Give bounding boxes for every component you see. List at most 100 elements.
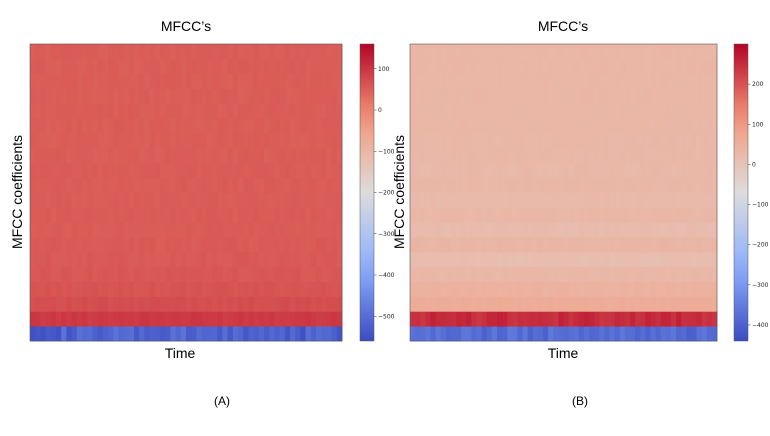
heatmap-cell — [154, 103, 161, 119]
heatmap-cell — [670, 58, 677, 75]
heatmap-cell — [274, 177, 280, 193]
heatmap-cell — [295, 133, 301, 149]
heatmap-cell — [97, 237, 104, 253]
heatmap-cell — [191, 44, 197, 60]
heatmap-cell — [527, 162, 534, 179]
heatmap-cell — [563, 207, 570, 223]
heatmap-cell — [160, 73, 166, 89]
heatmap-cell — [553, 251, 559, 268]
heatmap-row — [410, 266, 718, 282]
heatmap-cell — [144, 311, 150, 327]
heatmap-cell — [113, 133, 119, 149]
heatmap-cell — [635, 162, 641, 179]
heatmap-cell — [326, 192, 332, 208]
heatmap-cell — [165, 326, 171, 342]
heatmap-cell — [517, 133, 523, 149]
heatmap-cell — [589, 222, 595, 238]
heatmap-cell — [624, 237, 631, 253]
heatmap-cell — [238, 192, 244, 208]
heatmap-cell — [50, 133, 57, 149]
heatmap-cell — [82, 73, 88, 89]
heatmap-cell — [517, 326, 523, 342]
heatmap-cell — [180, 311, 187, 327]
heatmap-cell — [583, 237, 590, 253]
heatmap-cell — [604, 326, 610, 342]
heatmap-cell — [206, 58, 213, 75]
heatmap-row — [410, 222, 718, 238]
heatmap-cell — [310, 177, 317, 193]
heatmap-cell — [165, 133, 171, 149]
heatmap-cell — [614, 162, 621, 179]
heatmap-cell — [87, 296, 93, 312]
heatmap-cell — [425, 44, 431, 60]
heatmap-cell — [321, 133, 327, 149]
heatmap-cell — [191, 73, 197, 89]
heatmap-cell — [134, 162, 140, 179]
heatmap-cell — [269, 311, 275, 327]
heatmap-cell — [619, 162, 626, 179]
heatmap-cell — [568, 207, 575, 223]
heatmap-cell — [227, 222, 234, 238]
heatmap-cell — [331, 251, 338, 268]
heatmap-cell — [599, 58, 605, 75]
heatmap-cell — [410, 58, 416, 75]
heatmap-cell — [614, 222, 621, 238]
heatmap-cell — [537, 88, 544, 104]
heatmap-cell — [522, 237, 529, 253]
heatmap-cell — [425, 296, 431, 312]
heatmap-cell — [232, 207, 239, 223]
heatmap-cell — [232, 192, 239, 208]
heatmap-cell — [430, 281, 436, 297]
heatmap-cell — [269, 237, 275, 253]
heatmap-cell — [410, 118, 416, 134]
heatmap-cell — [30, 192, 36, 208]
heatmap-cell — [295, 177, 301, 193]
heatmap-cell — [461, 162, 467, 179]
heatmap-cell — [655, 103, 662, 119]
heatmap-cell — [686, 162, 692, 179]
heatmap-cell — [321, 296, 327, 312]
heatmap-cell — [450, 133, 457, 149]
heatmap-cell — [604, 44, 610, 60]
heatmap-cell — [496, 266, 503, 282]
heatmap-cell — [665, 237, 672, 253]
heatmap-cell — [701, 222, 708, 238]
heatmap-cell — [461, 266, 467, 282]
heatmap-cell — [35, 222, 41, 238]
heatmap-cell — [543, 177, 549, 193]
heatmap-cell — [624, 207, 631, 223]
heatmap-cell — [630, 207, 636, 223]
heatmap-cell — [144, 192, 150, 208]
heatmap-cell — [635, 251, 641, 268]
heatmap-cell — [50, 58, 57, 75]
heatmap-cell — [410, 73, 416, 89]
heatmap-cell — [295, 266, 301, 282]
heatmap-cell — [583, 251, 590, 268]
x-axis-label: Time — [165, 345, 196, 361]
heatmap-cell — [123, 177, 130, 193]
heatmap-cell — [295, 162, 301, 179]
heatmap-cell — [650, 281, 656, 297]
heatmap-cell — [284, 311, 291, 327]
heatmap-cell — [123, 58, 130, 75]
heatmap-cell — [139, 177, 145, 193]
heatmap-cell — [507, 88, 513, 104]
heatmap-cell — [196, 251, 202, 268]
heatmap-cell — [481, 73, 488, 89]
heatmap-cell — [258, 88, 265, 104]
heatmap-cell — [635, 207, 641, 223]
heatmap-cell — [558, 192, 564, 208]
heatmap-cell — [456, 44, 462, 60]
heatmap-cell — [175, 251, 182, 268]
heatmap-cell — [517, 118, 523, 134]
heatmap-cell — [420, 281, 426, 297]
heatmap-cell — [331, 73, 338, 89]
heatmap-cell — [35, 296, 41, 312]
heatmap-cell — [66, 296, 72, 312]
heatmap-cell — [149, 281, 156, 297]
heatmap-cell — [206, 103, 213, 119]
heatmap-cell — [248, 162, 254, 179]
heatmap-cell — [165, 88, 171, 104]
heatmap-cell — [415, 296, 421, 312]
heatmap-cell — [331, 222, 338, 238]
